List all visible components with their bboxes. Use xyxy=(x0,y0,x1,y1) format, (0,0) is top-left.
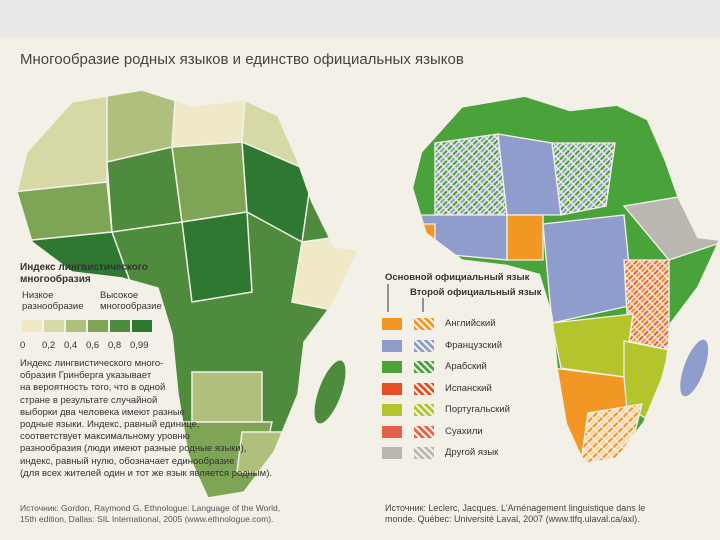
secondary-swatch xyxy=(414,425,434,438)
secondary-swatch xyxy=(414,318,434,330)
scale-swatch xyxy=(44,320,64,332)
language-label: Испанский xyxy=(445,382,492,394)
scale-label: 0,2 xyxy=(42,340,56,351)
scale-swatch xyxy=(88,320,108,332)
description-line: индекс, равный нулю, обозначает единообр… xyxy=(20,455,235,467)
scale-label: 0,6 xyxy=(86,340,100,351)
secondary-swatch xyxy=(414,382,434,395)
source-line: Источник: Leclerc, Jacques. L'Aménagemen… xyxy=(385,503,646,513)
description-line: на вероятность того, что в одной xyxy=(20,382,166,394)
language-label: Суахили xyxy=(445,425,483,437)
scale-label: 0,8 xyxy=(108,340,122,351)
primary-swatch xyxy=(382,361,402,373)
legend-title: Индекс лингвистического xyxy=(20,262,148,273)
secondary-swatch xyxy=(414,361,434,373)
secondary-header: Второй официальный язык xyxy=(410,287,542,298)
secondary-swatch xyxy=(414,447,434,459)
source-line: monde. Québec: Université Laval, 2007 (w… xyxy=(385,514,640,524)
primary-swatch xyxy=(382,425,402,438)
low-label: Низкое xyxy=(22,290,54,301)
high-label: Высокое xyxy=(100,290,139,301)
description-line: родные языки. Индекс, равный единице, xyxy=(20,419,200,430)
primary-swatch xyxy=(382,339,402,352)
low-label: разнообразие xyxy=(22,301,84,312)
language-label: Арабский xyxy=(445,361,487,372)
scale-swatch xyxy=(66,320,86,332)
secondary-swatch xyxy=(414,339,434,352)
description-line: выборки два человека имеют разные xyxy=(20,406,185,418)
language-label: Другой язык xyxy=(445,447,499,458)
description-line: разнообразия (люди имеют разные родные я… xyxy=(20,443,247,455)
scale-label: 0,4 xyxy=(64,340,78,351)
scale-swatch xyxy=(132,320,152,332)
description-line: стране в результате случайной xyxy=(20,394,158,406)
source-line: Источник: Gordon, Raymond G. Ethnologue:… xyxy=(20,503,281,513)
primary-swatch xyxy=(382,447,402,459)
scale-label: 0 xyxy=(20,340,26,351)
scale-label: 0,99 xyxy=(130,340,149,351)
legend-title: многообразия xyxy=(20,274,91,285)
primary-swatch xyxy=(382,404,402,416)
description-line: Индекс лингвистического много- xyxy=(20,358,164,369)
description-line: (для всех жителей один и тот же язык явл… xyxy=(20,467,273,479)
scale-swatch xyxy=(110,320,130,332)
primary-swatch xyxy=(382,382,402,395)
primary-swatch xyxy=(382,318,402,330)
primary-header: Основной официальный язык xyxy=(385,272,530,283)
language-label: Португальский xyxy=(445,404,510,415)
source-line: 15th edition, Dallas: SIL International,… xyxy=(20,514,274,524)
secondary-swatch xyxy=(414,404,434,416)
title: Многообразие родных языков и единство оф… xyxy=(20,51,464,68)
scale-swatch xyxy=(22,320,42,332)
language-label: Французский xyxy=(445,339,502,351)
description-line: образия Гринберга указывает xyxy=(20,370,152,382)
high-label: многообразие xyxy=(100,301,162,312)
description-line: соответствует максимальному уровню xyxy=(20,431,190,443)
language-label: Английский xyxy=(445,318,496,329)
